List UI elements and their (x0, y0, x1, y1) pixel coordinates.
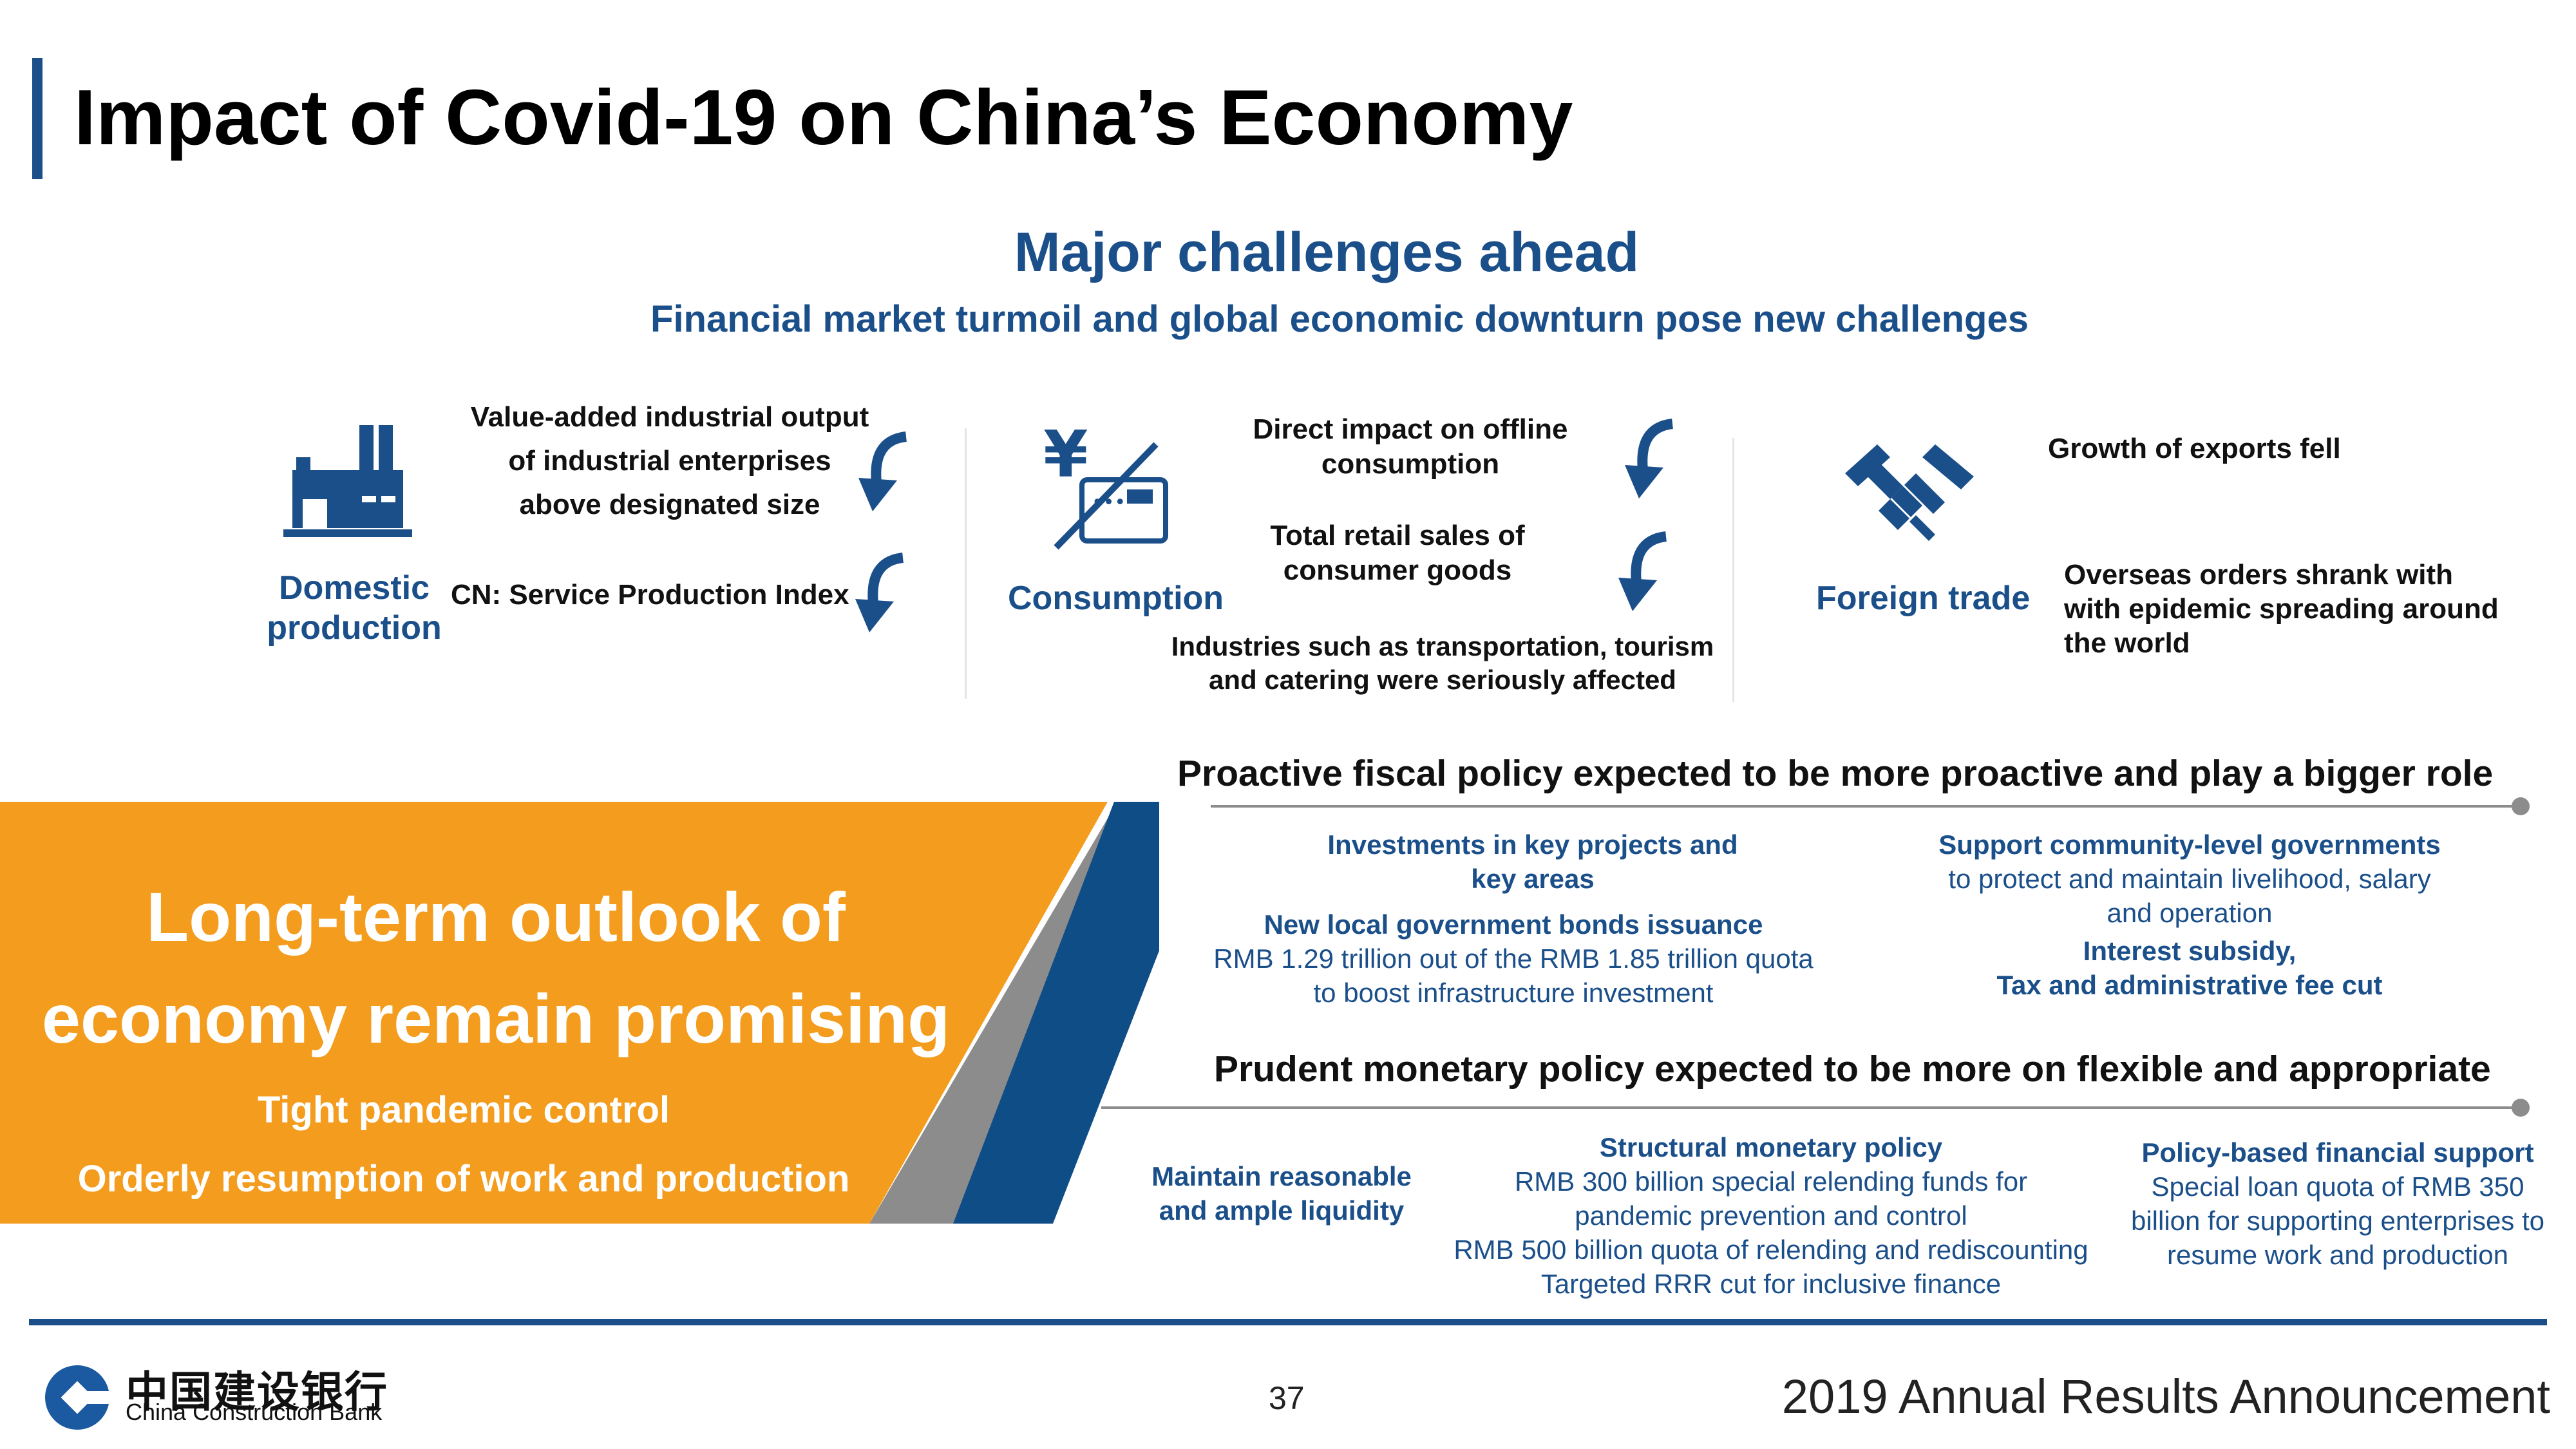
down-arrow-icon (853, 431, 918, 515)
affected-industries-text: Industries such as transportation, touri… (1146, 630, 1739, 697)
text-line: RMB 1.29 trillion out of the RMB 1.85 tr… (1213, 943, 1814, 974)
industrial-output-text: Value-added industrial output of industr… (451, 395, 889, 527)
retail-sales-text: Total retail sales of consumer goods (1224, 518, 1571, 588)
text-line: and operation (2107, 898, 2273, 928)
monetary-liquidity: Maintain reasonable and ample liquidity (1121, 1159, 1443, 1227)
ccb-logo-icon (45, 1365, 113, 1430)
rule-end-dot (2512, 1099, 2530, 1117)
title-accent-bar (32, 58, 43, 179)
text-line: Investments in key projects and (1327, 829, 1738, 860)
text-line: Value-added industrial output (470, 401, 869, 433)
down-arrow-icon (1613, 531, 1678, 615)
text-line: Long-term outlook of (146, 878, 846, 956)
text-line: to protect and maintain livelihood, sala… (1948, 864, 2431, 894)
text-line: Direct impact on offline (1253, 413, 1568, 445)
domestic-label-line2: production (267, 609, 442, 647)
outlook-point: Tight pandemic control (257, 1089, 670, 1131)
text-line: Support community-level governments (1938, 829, 2441, 860)
text-line: Overseas orders shrank with (2064, 559, 2454, 591)
text-line: to boost infrastructure investment (1313, 978, 1714, 1008)
text-line: consumption (1321, 448, 1500, 480)
text-line: Interest subsidy, (2083, 936, 2297, 966)
down-arrow-icon (1620, 419, 1684, 502)
text-line: pandemic prevention and control (1575, 1200, 1967, 1231)
fiscal-investments: Investments in key projects and key area… (1262, 828, 1803, 896)
fiscal-bonds: New local government bonds issuance RMB … (1166, 907, 1861, 1010)
section-heading: Major challenges ahead (1014, 222, 1640, 283)
exports-text: Growth of exports fell (2048, 433, 2341, 464)
text-line: above designated size (519, 489, 820, 520)
text-line: RMB 300 billion special relending funds … (1514, 1166, 2028, 1197)
text-line: the world (2064, 627, 2190, 659)
text-line: Targeted RRR cut for inclusive finance (1540, 1269, 2002, 1299)
text-line: key areas (1471, 864, 1595, 894)
consumption-label: Consumption (1008, 580, 1224, 617)
divider (965, 428, 967, 699)
yen-card-icon: ¥ ••• (1043, 425, 1168, 550)
text-line: Structural monetary policy (1599, 1132, 1943, 1162)
text-line: Special loan quota of RMB 350 (2151, 1171, 2524, 1202)
text-line: consumer goods (1283, 554, 1512, 586)
monetary-rule (1101, 1106, 2518, 1109)
page-number: 37 (1269, 1380, 1305, 1416)
text-line: resume work and production (2167, 1240, 2508, 1270)
text-line: and catering were seriously affected (1209, 665, 1676, 695)
fiscal-policy-heading: Proactive fiscal policy expected to be m… (1177, 753, 2494, 794)
text-line: Total retail sales of (1270, 520, 1525, 551)
footer-announcement: 2019 Annual Results Announcement (1781, 1370, 2550, 1423)
domestic-label-line1: Domestic (278, 569, 430, 607)
rule-end-dot (2512, 797, 2530, 815)
down-arrow-icon (850, 553, 914, 636)
service-index-text: CN: Service Production Index (451, 579, 849, 611)
fiscal-community-support: Support community-level governments to p… (1868, 828, 2512, 930)
page-title: Impact of Covid-19 on China’s Economy (74, 73, 1573, 161)
text-line: Industries such as transportation, touri… (1171, 631, 1714, 661)
text-line: New local government bonds issuance (1264, 909, 1763, 940)
logo-english-name: China Construction Bank (126, 1399, 383, 1425)
monetary-financial-support: Policy-based financial support Special l… (2106, 1135, 2570, 1272)
factory-icon (283, 425, 412, 537)
foreign-trade-label: Foreign trade (1816, 580, 2031, 617)
text-line: and ample liquidity (1159, 1195, 1405, 1226)
monetary-policy-heading: Prudent monetary policy expected to be m… (1214, 1048, 2491, 1090)
overseas-orders-text: Overseas orders shrank with with epidemi… (2064, 558, 2499, 660)
text-line: RMB 500 billion quota of relending and r… (1454, 1235, 2088, 1265)
fiscal-rule (1211, 805, 2518, 808)
outlook-banner (0, 802, 1159, 1224)
logo-chinese-name: 中国建设银行 (126, 1368, 388, 1416)
text-line: economy remain promising (41, 980, 951, 1057)
handshake-icon (1845, 444, 1974, 541)
divider (1732, 438, 1734, 702)
domestic-production-label: Domestic production (258, 568, 451, 648)
text-line: with epidemic spreading around (2064, 593, 2499, 625)
text-line: billion for supporting enterprises to (2130, 1206, 2545, 1236)
text-line: Tax and administrative fee cut (1996, 970, 2383, 1000)
section-subheading: Financial market turmoil and global econ… (650, 298, 2029, 340)
monetary-structural: Structural monetary policy RMB 300 billi… (1417, 1130, 2125, 1301)
offline-consumption-text: Direct impact on offline consumption (1224, 412, 1597, 482)
outlook-point: Orderly resumption of work and productio… (77, 1158, 850, 1200)
text-line: Maintain reasonable (1151, 1161, 1412, 1191)
fiscal-subsidy: Interest subsidy, Tax and administrative… (1868, 934, 2512, 1002)
outlook-title: Long-term outlook of economy remain prom… (0, 866, 992, 1070)
footer-rule (29, 1319, 2547, 1325)
text-line: Policy-based financial support (2141, 1137, 2534, 1168)
text-line: of industrial enterprises (508, 445, 831, 477)
